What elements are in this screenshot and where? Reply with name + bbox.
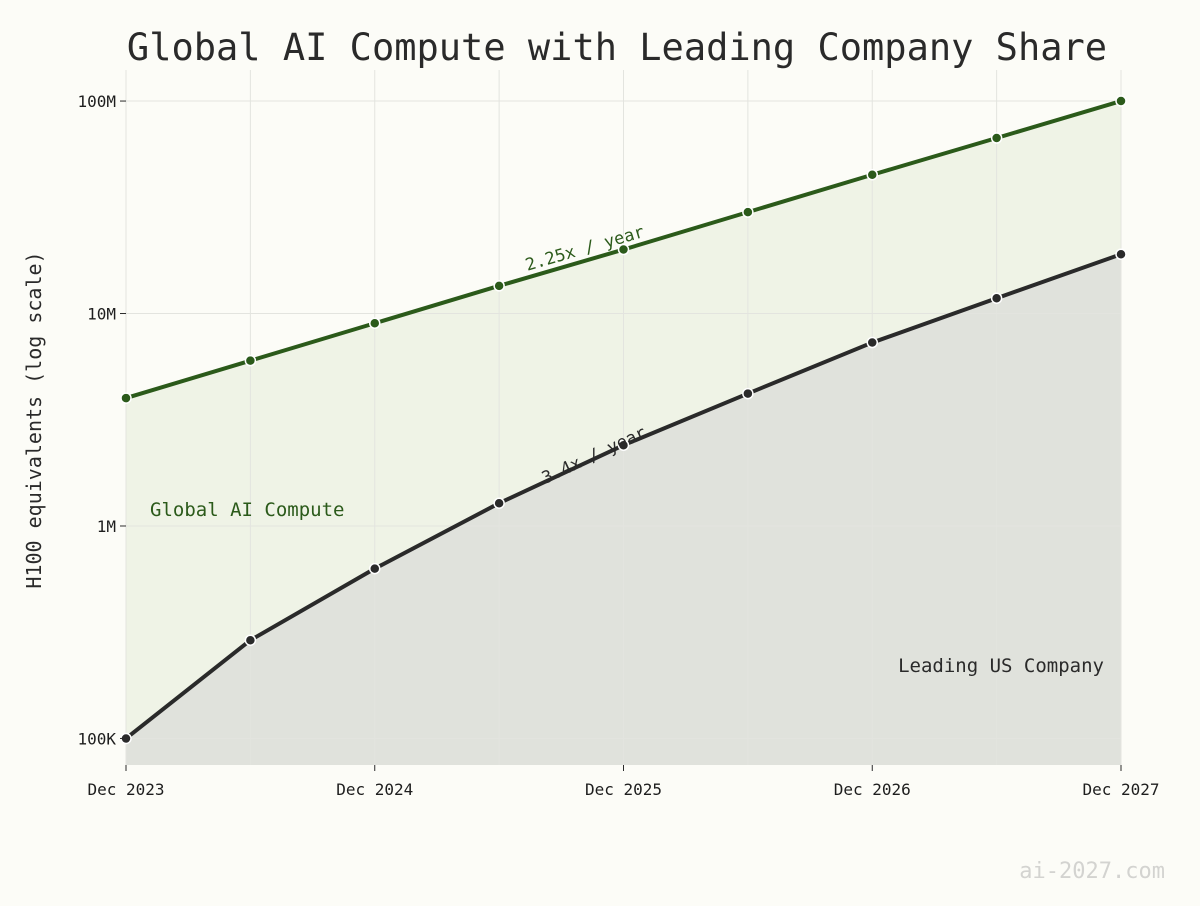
data-point-series-1 (866, 336, 878, 349)
data-point-series-1 (244, 634, 257, 646)
data-point-series-1 (1115, 248, 1127, 261)
data-point-series-0 (990, 132, 1003, 144)
data-point-series-1 (617, 439, 630, 451)
data-point-series-1 (493, 497, 505, 509)
x-tick-label: Dec 2027 (1082, 780, 1159, 799)
data-point-series-0 (742, 206, 754, 218)
global-area-label: Global AI Compute (150, 499, 344, 521)
x-tick-label: Dec 2023 (87, 780, 164, 799)
y-tick-label: 10M (87, 305, 116, 324)
data-point-series-0 (369, 317, 381, 329)
watermark: ai-2027.com (1019, 859, 1165, 884)
leading-area-label: Leading US Company (898, 655, 1104, 677)
x-tick-label: Dec 2024 (336, 780, 413, 799)
data-point-series-0 (617, 243, 630, 256)
data-point-series-0 (120, 392, 132, 404)
data-point-series-0 (493, 280, 505, 292)
data-point-series-1 (369, 562, 381, 575)
y-tick-label: 100K (77, 729, 116, 748)
data-point-series-0 (244, 354, 257, 367)
x-tick-label: Dec 2025 (585, 780, 662, 799)
data-point-series-1 (990, 292, 1003, 304)
y-axis-label: H100 equivalents (log scale) (22, 251, 46, 588)
data-point-series-0 (1115, 95, 1127, 107)
data-point-series-1 (742, 387, 754, 400)
y-tick-label: 1M (97, 517, 116, 536)
chart-title: Global AI Compute with Leading Company S… (127, 26, 1107, 69)
x-tick-label: Dec 2026 (834, 780, 911, 799)
data-point-series-0 (866, 168, 878, 181)
y-tick-label: 100M (77, 92, 116, 111)
